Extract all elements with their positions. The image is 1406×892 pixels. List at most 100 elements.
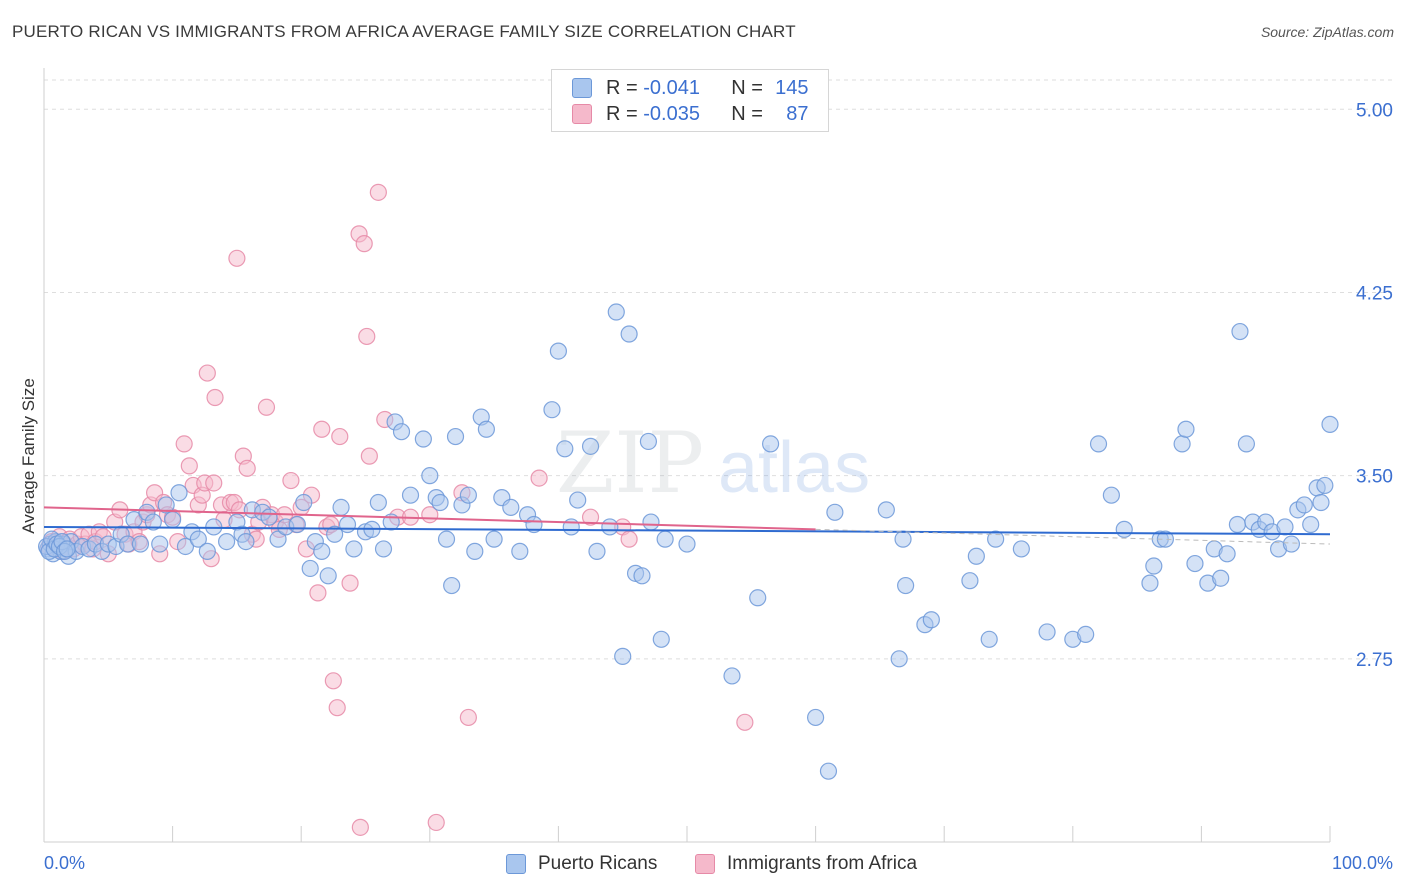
data-point-puerto-ricans: [894, 530, 912, 548]
data-point-puerto-ricans: [218, 532, 236, 551]
data-point-puerto-ricans: [749, 589, 767, 607]
data-point-puerto-ricans: [1012, 540, 1030, 558]
legend-r-label: R =: [606, 76, 638, 99]
bottom-legend-label: Immigrants from Africa: [727, 853, 918, 874]
data-point-puerto-ricans: [581, 437, 600, 455]
data-point-puerto-ricans: [392, 423, 411, 441]
data-point-puerto-ricans: [446, 427, 465, 446]
data-point-puerto-ricans: [614, 647, 632, 665]
data-point-puerto-ricans: [466, 542, 484, 560]
bottom-legend-puerto-ricans: Puerto Ricans: [506, 851, 657, 877]
y-tick-label: 2.75: [1356, 650, 1393, 671]
data-point-puerto-ricans: [1231, 322, 1249, 341]
data-point-immigrants-from-africa: [351, 818, 369, 836]
data-point-puerto-ricans: [157, 496, 175, 514]
data-point-immigrants-from-africa: [620, 530, 638, 548]
data-point-puerto-ricans: [1276, 518, 1294, 536]
watermark-atlas: atlas: [718, 428, 870, 508]
data-point-immigrants-from-africa: [328, 699, 346, 717]
data-point-puerto-ricans: [620, 325, 638, 343]
data-point-puerto-ricans: [897, 576, 915, 595]
data-point-puerto-ricans: [1115, 520, 1133, 538]
data-point-puerto-ricans: [459, 486, 477, 504]
data-point-puerto-ricans: [761, 435, 780, 453]
data-point-puerto-ricans: [556, 440, 574, 458]
data-point-puerto-ricans: [1295, 496, 1313, 514]
data-point-immigrants-from-africa: [205, 474, 223, 492]
data-point-puerto-ricans: [295, 493, 313, 512]
data-point-puerto-ricans: [374, 540, 393, 558]
y-tick-labels: 2.75 3.50 4.25 5.00: [1356, 100, 1393, 671]
data-point-immigrants-from-africa: [282, 471, 300, 490]
legend-swatch-pink: [572, 104, 592, 124]
data-point-puerto-ricans: [144, 513, 162, 531]
data-point-puerto-ricans: [1177, 420, 1195, 438]
legend-n-value: 145: [775, 76, 809, 99]
data-point-puerto-ricans: [1038, 623, 1056, 641]
data-point-puerto-ricans: [485, 530, 503, 548]
axes: [43, 68, 1331, 843]
data-point-immigrants-from-africa: [309, 584, 327, 602]
y-tick-label: 4.25: [1356, 283, 1393, 304]
data-point-immigrants-from-africa: [369, 183, 387, 201]
data-point-puerto-ricans: [806, 708, 825, 727]
data-point-puerto-ricans: [652, 630, 670, 648]
data-point-puerto-ricans: [437, 530, 456, 548]
data-point-puerto-ricans: [656, 530, 674, 548]
data-point-immigrants-from-africa: [180, 457, 198, 475]
data-point-puerto-ricans: [967, 547, 985, 565]
bottom-legend-swatch-blue: [506, 854, 526, 874]
data-point-puerto-ricans: [961, 572, 979, 590]
data-point-puerto-ricans: [826, 503, 844, 521]
data-point-puerto-ricans: [176, 537, 195, 556]
data-point-puerto-ricans: [678, 535, 696, 553]
trend-line-immigrants-from-africa: [43, 506, 816, 531]
legend-n-value: 87: [786, 102, 809, 125]
data-point-immigrants-from-africa: [427, 813, 445, 832]
data-point-puerto-ricans: [639, 432, 658, 451]
legend-r-label: R =: [606, 102, 638, 125]
data-point-immigrants-from-africa: [341, 574, 359, 592]
data-point-puerto-ricans: [431, 493, 449, 512]
data-point-immigrants-from-africa: [238, 459, 256, 477]
data-point-puerto-ricans: [1218, 545, 1236, 563]
data-point-puerto-ricans: [1312, 493, 1330, 512]
data-point-puerto-ricans: [151, 535, 169, 553]
data-point-puerto-ricans: [260, 508, 278, 526]
data-point-puerto-ricans: [332, 498, 350, 517]
data-point-puerto-ricans: [414, 430, 432, 448]
data-point-puerto-ricans: [1282, 535, 1301, 553]
data-point-puerto-ricans: [401, 486, 420, 504]
data-point-puerto-ricans: [1173, 435, 1191, 453]
data-point-puerto-ricans: [338, 515, 357, 534]
data-point-puerto-ricans: [345, 540, 363, 558]
data-point-immigrants-from-africa: [736, 713, 754, 731]
data-point-immigrants-from-africa: [530, 469, 548, 487]
legend-n-label: N =: [731, 102, 763, 125]
data-point-puerto-ricans: [1102, 486, 1120, 504]
data-point-puerto-ricans: [980, 630, 998, 648]
data-point-puerto-ricans: [569, 491, 587, 509]
data-point-puerto-ricans: [633, 567, 651, 585]
data-point-puerto-ricans: [477, 420, 495, 438]
data-point-puerto-ricans: [237, 532, 255, 551]
data-point-puerto-ricans: [301, 559, 319, 578]
data-point-puerto-ricans: [170, 484, 188, 502]
data-point-immigrants-from-africa: [459, 708, 477, 727]
legend-swatch-blue: [572, 78, 592, 98]
y-tick-label: 5.00: [1356, 100, 1393, 121]
data-point-puerto-ricans: [1077, 625, 1095, 644]
data-point-immigrants-from-africa: [228, 249, 246, 267]
legend-r-value: -0.035: [643, 102, 700, 125]
data-point-puerto-ricans: [1145, 557, 1163, 575]
data-point-puerto-ricans: [288, 515, 306, 534]
data-point-puerto-ricans: [313, 542, 331, 560]
data-point-puerto-ricans: [1237, 435, 1256, 453]
legend-n-label: N =: [731, 76, 763, 99]
data-point-puerto-ricans: [877, 501, 895, 519]
data-point-puerto-ricans: [987, 530, 1005, 548]
bottom-legend-swatch-pink: [695, 854, 715, 874]
data-point-puerto-ricans: [511, 542, 529, 560]
data-point-puerto-ricans: [198, 542, 216, 560]
